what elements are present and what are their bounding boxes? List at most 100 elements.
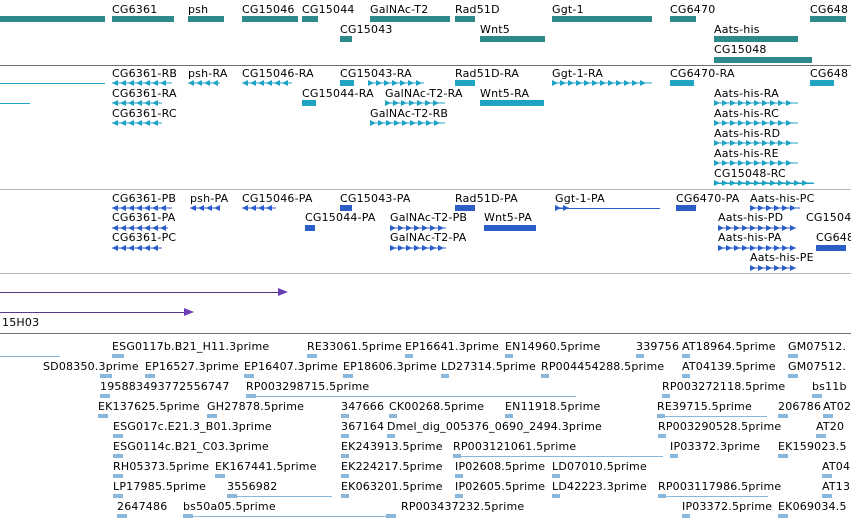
transcript-exons[interactable] (112, 100, 162, 106)
est-label[interactable]: EK159023.5 (778, 440, 847, 453)
est-label[interactable]: EP16407.3prime (244, 360, 338, 373)
est-label[interactable]: LD42223.3prime (552, 480, 647, 493)
est-feature[interactable] (405, 354, 413, 358)
est-feature[interactable] (658, 494, 666, 498)
est-label[interactable]: EN14960.5prime (505, 340, 601, 353)
transcript-exons[interactable] (368, 80, 424, 86)
est-label[interactable]: EK137625.5prime (98, 400, 200, 413)
est-line[interactable] (453, 456, 663, 457)
protein-label[interactable]: Aats-his-PD (718, 211, 784, 224)
protein-exons[interactable] (718, 245, 796, 251)
protein-exons[interactable] (455, 205, 475, 211)
est-feature[interactable] (552, 474, 560, 478)
protein-label[interactable]: CG6361-PA (112, 211, 176, 224)
gene-label[interactable]: CG15048 (714, 43, 767, 56)
protein-exons[interactable] (676, 205, 696, 211)
est-feature[interactable] (98, 414, 108, 418)
transcript-exons[interactable] (714, 160, 798, 166)
est-label[interactable]: AT04139.5prime (682, 360, 776, 373)
est-feature[interactable] (636, 354, 644, 358)
est-line[interactable] (246, 396, 576, 397)
gene-label[interactable]: CG6470 (670, 3, 716, 16)
protein-exons[interactable] (340, 205, 352, 211)
transcript-label[interactable]: GalNAc-T2-RA (385, 87, 463, 100)
gene-label[interactable]: Ggt-1 (552, 3, 584, 16)
est-feature[interactable] (246, 394, 256, 398)
est-feature[interactable] (113, 494, 123, 498)
est-label[interactable]: EN11918.5prime (505, 400, 601, 413)
transcript-label[interactable]: CG6361-RC (112, 107, 177, 120)
transcript-exons[interactable] (480, 100, 544, 106)
est-feature[interactable] (541, 374, 549, 378)
est-feature[interactable] (389, 414, 397, 418)
protein-exons[interactable] (750, 265, 796, 271)
clone-end-marker[interactable] (184, 308, 194, 316)
est-feature[interactable] (455, 494, 463, 498)
est-feature[interactable] (113, 454, 123, 458)
est-label[interactable]: GH27878.5prime (207, 400, 305, 413)
transcript-label[interactable]: Aats-his-RD (714, 127, 781, 140)
est-label[interactable]: GM07512. (788, 340, 847, 353)
est-label[interactable]: AT13 (822, 480, 851, 493)
est-feature[interactable] (682, 514, 690, 518)
est-feature[interactable] (386, 514, 396, 518)
est-label[interactable]: 2647486 (117, 500, 168, 513)
transcript-label[interactable]: Aats-his-RC (714, 107, 779, 120)
protein-label[interactable]: GalNAc-T2-PA (390, 231, 467, 244)
gene-label[interactable]: CG15046 (242, 3, 295, 16)
gene-feature[interactable] (480, 36, 545, 42)
transcript-exons[interactable] (810, 80, 834, 86)
est-label[interactable]: 339756 (636, 340, 680, 353)
protein-exons[interactable] (555, 205, 569, 211)
est-label[interactable]: GM07512. (788, 360, 847, 373)
transcript-exons[interactable] (714, 120, 798, 126)
protein-label[interactable]: CG6361-PB (112, 192, 177, 205)
est-label[interactable]: AT02 (823, 400, 851, 413)
est-label[interactable]: LD27314.5prime (441, 360, 536, 373)
est-label[interactable]: LD07010.5prime (552, 460, 647, 473)
est-feature[interactable] (207, 414, 217, 418)
est-feature[interactable] (441, 374, 449, 378)
est-label[interactable]: 347666 (341, 400, 385, 413)
transcript-exons[interactable] (340, 80, 354, 86)
protein-exons[interactable] (242, 205, 276, 211)
transcript-label[interactable]: Aats-his-RE (714, 147, 779, 160)
protein-label[interactable]: Rad51D-PA (455, 192, 518, 205)
est-feature[interactable] (343, 374, 353, 378)
est-feature[interactable] (682, 354, 690, 358)
gene-label[interactable]: Aats-his (714, 23, 760, 36)
protein-label[interactable]: psh-PA (190, 192, 229, 205)
gene-label[interactable]: Rad51D (455, 3, 500, 16)
est-label[interactable]: bs11b (812, 380, 847, 393)
gene-label[interactable]: GalNAc-T2 (370, 3, 429, 16)
gene-feature[interactable] (242, 16, 298, 22)
est-label[interactable]: LP17985.5prime (113, 480, 207, 493)
est-label[interactable]: RP003290528.5prime (658, 420, 782, 433)
transcript-exons[interactable] (385, 100, 445, 106)
est-feature[interactable] (387, 434, 395, 438)
gene-feature[interactable] (370, 16, 450, 22)
protein-label[interactable]: CG648 (816, 231, 851, 244)
est-feature[interactable] (552, 494, 560, 498)
protein-label[interactable]: CG15043-PA (340, 192, 411, 205)
protein-label[interactable]: CG1504 (806, 211, 851, 224)
transcript-label[interactable]: CG15046-RA (242, 67, 314, 80)
protein-exons[interactable] (816, 245, 846, 251)
est-label[interactable]: EK224217.5prime (341, 460, 443, 473)
gene-feature[interactable] (455, 16, 475, 22)
clone-line[interactable] (0, 312, 188, 313)
protein-label[interactable]: CG6361-PC (112, 231, 177, 244)
est-label[interactable]: 367164 (341, 420, 385, 433)
est-feature[interactable] (682, 374, 690, 378)
est-line[interactable] (227, 496, 332, 497)
protein-label[interactable]: CG15046-PA (242, 192, 313, 205)
protein-label[interactable]: Wnt5-PA (484, 211, 532, 224)
est-line[interactable] (0, 356, 60, 357)
est-label[interactable]: EP18606.3prime (343, 360, 437, 373)
transcript-exons[interactable] (455, 80, 475, 86)
est-feature[interactable] (113, 474, 123, 478)
est-feature[interactable] (341, 494, 349, 498)
est-label[interactable]: AT04 (822, 460, 851, 473)
est-label[interactable]: AT20 (816, 420, 845, 433)
transcript-label[interactable]: CG15048-RC (714, 167, 786, 180)
